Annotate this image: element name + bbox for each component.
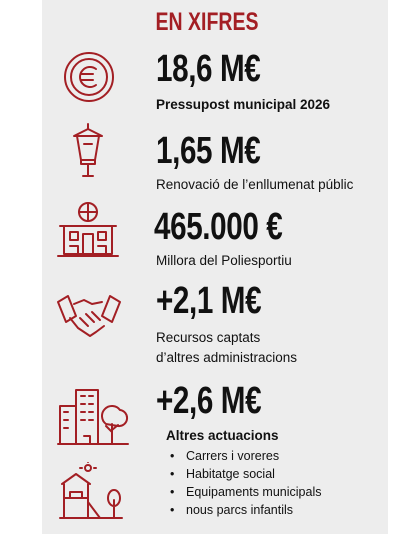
amount: +2,6 M€: [156, 380, 262, 422]
label: Pressupost municipal 2026: [156, 97, 331, 112]
sports-hall-icon: [57, 202, 119, 257]
amount: 465.000 €: [154, 206, 283, 248]
lamp-icon: [73, 123, 103, 177]
city-icon: [57, 389, 129, 445]
label: Renovació de l’enllumenat públic: [156, 177, 354, 192]
bullet-item: Habitatge social: [170, 467, 275, 481]
playground-icon: [59, 462, 123, 519]
handshake-icon: [57, 295, 121, 337]
amount: 1,65 M€: [156, 130, 261, 172]
label: Millora del Poliesportiu: [156, 253, 292, 268]
title: EN XIFRES: [155, 8, 259, 36]
euro-icon: [64, 52, 114, 102]
bullet-item: nous parcs infantils: [170, 503, 293, 517]
bullet-item: Carrers i voreres: [170, 449, 279, 463]
label: Altres actuacions: [166, 428, 279, 443]
amount: +2,1 M€: [156, 280, 262, 322]
bullet-item: Equipaments municipals: [170, 485, 321, 499]
label: Recursos captats: [156, 330, 261, 345]
amount: 18,6 M€: [156, 48, 261, 90]
label: d’altres administracions: [156, 350, 298, 365]
